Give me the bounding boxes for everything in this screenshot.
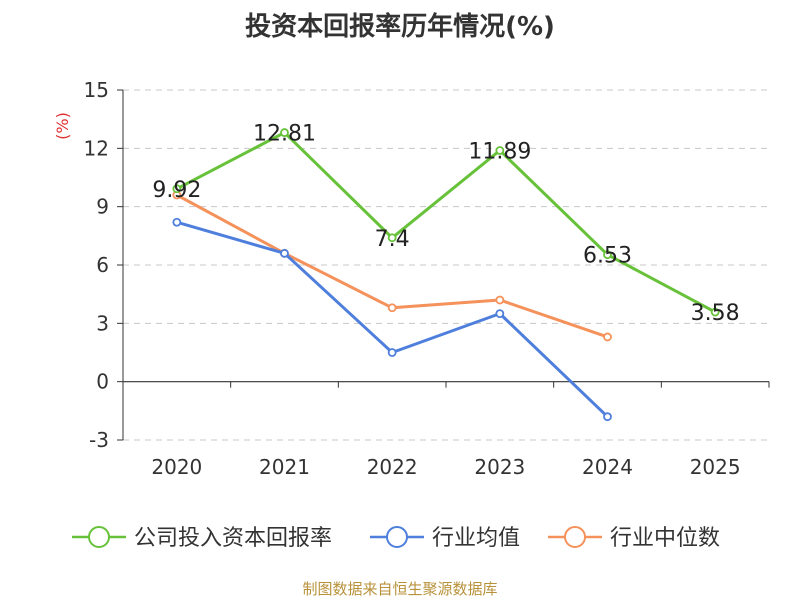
data-point [603, 332, 612, 342]
y-tick-label: 3 [96, 311, 109, 335]
y-tick-label: 9 [96, 195, 109, 219]
data-point [710, 307, 720, 317]
data-point [280, 128, 289, 137]
y-tick-label: 15 [84, 78, 109, 102]
y-tick-label: 12 [84, 136, 109, 160]
source-note: 制图数据来自恒生聚源数据库 [302, 580, 498, 598]
series-line [176, 131, 716, 314]
data-point [603, 250, 612, 260]
chart-title: 投资本回报率历年情况(%) [245, 12, 555, 42]
data-point [495, 295, 505, 305]
data-point [172, 184, 182, 194]
data-point [387, 233, 397, 243]
grid-lines [123, 89, 769, 441]
legend-label: 行业均值 [432, 526, 520, 551]
data-label: 11.89 [468, 139, 531, 164]
data-point [603, 412, 612, 422]
data-label: 7.4 [375, 227, 410, 252]
legend-label: 公司投入资本回报率 [134, 526, 332, 551]
series-lines [172, 128, 720, 422]
legend-marker [386, 526, 408, 548]
legend-marker [564, 526, 586, 548]
x-tick-label: 2024 [582, 455, 633, 479]
data-point [387, 303, 397, 313]
legend: 公司投入资本回报率 行业均值 行业中位数 [72, 526, 720, 551]
x-tick-label: 2025 [690, 455, 741, 479]
data-label: 6.53 [583, 244, 632, 269]
y-tick-label: -3 [89, 428, 109, 452]
data-label: 9.92 [152, 178, 201, 203]
axes: -3 0 3 6 9 12 15 2020 2021 2022 2023 2024 2025 [84, 78, 770, 479]
legend-marker [88, 526, 110, 548]
legend-label: 行业中位数 [610, 526, 720, 551]
x-tick-label: 2023 [474, 455, 525, 479]
data-label: 12.81 [253, 122, 316, 147]
y-axis-label: (%) [53, 112, 72, 140]
data-point [280, 248, 289, 258]
x-tick-label: 2020 [151, 455, 202, 479]
data-label: 3.58 [691, 301, 740, 326]
series-line [176, 193, 608, 339]
x-tick-label: 2022 [367, 455, 418, 479]
y-tick-label: 0 [96, 370, 109, 394]
data-point [495, 309, 505, 319]
x-tick-label: 2021 [259, 455, 310, 479]
data-point [387, 348, 397, 357]
y-tick-label: 6 [96, 253, 109, 277]
data-point [495, 146, 505, 155]
data-labels: 9.92 12.81 7.4 11.89 6.53 3.58 [152, 122, 739, 326]
data-point [172, 217, 182, 227]
